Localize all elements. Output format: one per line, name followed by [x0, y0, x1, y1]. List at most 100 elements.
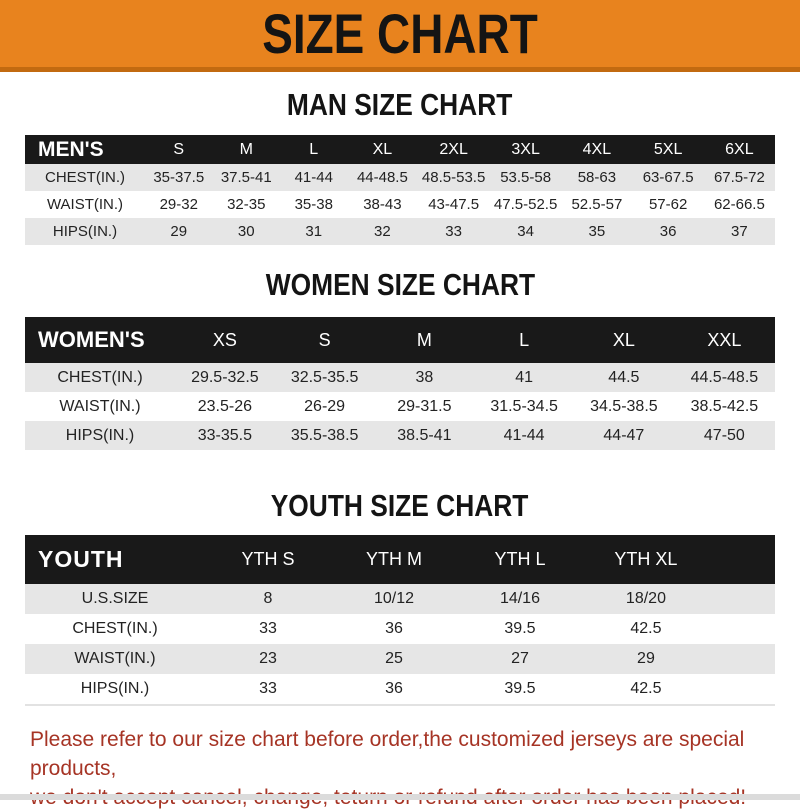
table-cell: 29: [637, 650, 655, 667]
table-cell: 62-66.5: [713, 196, 765, 213]
table-cell: 26-29: [304, 397, 346, 415]
table-cell: 29: [170, 223, 188, 240]
table-cell: 41: [515, 368, 534, 386]
filler-cell: [709, 614, 775, 644]
column-header: XL: [347, 135, 418, 164]
table-cell: 37: [731, 223, 748, 240]
table-cell: 42.5: [630, 620, 662, 637]
column-header: L: [474, 317, 574, 363]
table-row: WAIST(IN.) 29-32 32-35 35-38 38-43 43-47.5 47.…: [25, 191, 775, 218]
table-cell: 14/16: [499, 590, 540, 607]
row-label: WAIST(IN.): [46, 196, 124, 213]
table-cell: 31: [305, 223, 323, 240]
table-cell: 33-35.5: [197, 426, 252, 444]
table-row: U.S.SIZE 8 10/12 14/16 18/20: [25, 584, 775, 614]
table-cell: 53.5-58: [500, 169, 552, 186]
women-section-heading-text: WOMEN SIZE CHART: [265, 267, 535, 302]
table-cell: 32: [374, 223, 391, 240]
filler-cell: [709, 644, 775, 674]
table-cell: 35.5-38.5: [290, 426, 359, 444]
women-section-heading: WOMEN SIZE CHART: [0, 269, 800, 300]
table-cell: 39.5: [504, 620, 536, 637]
column-header: 3XL: [490, 135, 562, 164]
column-header: M: [374, 317, 475, 363]
table-cell: 38-43: [363, 196, 402, 213]
column-header: YTH XL: [582, 535, 709, 584]
table-cell: 36: [330, 674, 457, 706]
man-section-heading: MAN SIZE CHART: [0, 89, 800, 120]
row-label: HIPS(IN.): [25, 674, 205, 706]
table-cell: 57-62: [648, 196, 688, 213]
table-header-row: YOUTH YTH S YTH M YTH L YTH XL: [25, 535, 775, 584]
table-cell: 63-67.5: [642, 169, 694, 186]
row-label: CHEST(IN.): [45, 169, 125, 186]
column-header: 2XL: [417, 135, 490, 164]
table-cell: 10/12: [373, 590, 414, 607]
women-size-table: WOMEN'S XS S M L XL XXL CHEST(IN.) 29.5-32.5 32.…: [25, 317, 775, 450]
column-header: YTH M: [330, 535, 457, 584]
table-cell: 36: [659, 223, 677, 240]
table-cell: 33: [445, 223, 462, 240]
table-row: WAIST(IN.) 23 25 27 29: [25, 644, 775, 674]
table-cell: 25: [385, 650, 403, 667]
bottom-edge-strip: [0, 794, 800, 800]
table-corner-label: MEN'S: [25, 135, 145, 164]
row-label: U.S.SIZE: [81, 590, 149, 607]
table-cell: 30: [237, 223, 255, 240]
column-header: M: [212, 135, 280, 164]
table-row: HIPS(IN.) 29 30 31 32 33 34 35 36 37: [25, 218, 775, 245]
header-filler-cell: [708, 535, 775, 584]
page-title: SIZE CHART: [262, 1, 538, 65]
table-cell: 43-47.5: [428, 196, 480, 213]
size-chart-banner: SIZE CHART: [0, 0, 800, 72]
table-cell: 33: [259, 620, 277, 637]
table-cell: 39.5: [456, 674, 583, 706]
table-cell: 23: [259, 650, 277, 667]
table-row: CHEST(IN.) 35-37.5 37.5-41 41-44 44-48.5 48.5…: [25, 164, 775, 191]
column-header: XXL: [673, 317, 775, 363]
table-cell: 47.5-52.5: [493, 196, 558, 213]
table-corner-label: WOMEN'S: [25, 317, 175, 363]
table-cell: 58-63: [577, 169, 617, 186]
table-row: HIPS(IN.) 33-35.5 35.5-38.5 38.5-41 41-44 44-…: [25, 421, 775, 450]
youth-section-heading: YOUTH SIZE CHART: [0, 490, 800, 521]
table-row: CHEST(IN.) 33 36 39.5 42.5: [25, 614, 775, 644]
row-label: HIPS(IN.): [52, 223, 118, 240]
youth-section-heading-text: YOUTH SIZE CHART: [271, 488, 529, 523]
table-cell: 29-31.5: [397, 397, 452, 415]
youth-size-table: YOUTH YTH S YTH M YTH L YTH XL U.S.SIZE 8 10/1…: [25, 535, 775, 706]
filler-cell: [709, 584, 775, 614]
table-cell: 35-37.5: [153, 169, 205, 186]
table-cell: 44.5: [608, 368, 640, 386]
table-cell: 67.5-72: [713, 169, 765, 186]
table-cell: 41-44: [503, 426, 545, 444]
column-header: S: [274, 317, 375, 363]
table-cell: 23.5-26: [197, 397, 252, 415]
table-cell: 38: [415, 368, 434, 386]
table-row: CHEST(IN.) 29.5-32.5 32.5-35.5 38 41 44.5 44.5…: [25, 363, 775, 392]
table-cell: 38.5-41: [397, 426, 452, 444]
table-row: HIPS(IN.) 33 36 39.5 42.5: [25, 674, 775, 706]
table-cell: 35-38: [294, 196, 333, 213]
table-cell: 44-47: [603, 426, 645, 444]
row-label: CHEST(IN.): [57, 368, 143, 386]
row-label: WAIST(IN.): [74, 650, 156, 667]
table-cell: 35: [588, 223, 606, 240]
table-cell: 42.5: [582, 674, 709, 706]
column-header: YTH L: [456, 535, 583, 584]
column-header: XL: [574, 317, 674, 363]
table-cell: 47-50: [703, 426, 745, 444]
order-disclaimer-line1: Please refer to our size chart before or…: [30, 728, 745, 780]
table-cell: 52.5-57: [571, 196, 623, 213]
table-row: WAIST(IN.) 23.5-26 26-29 29-31.5 31.5-34.5 34…: [25, 392, 775, 421]
table-header-row: MEN'S S M L XL 2XL 3XL 4XL 5XL 6XL: [25, 135, 775, 164]
table-cell: 31.5-34.5: [490, 397, 558, 415]
filler-cell: [708, 674, 775, 706]
table-header-row: WOMEN'S XS S M L XL XXL: [25, 317, 775, 363]
column-header: YTH S: [205, 535, 331, 584]
table-cell: 41-44: [294, 169, 333, 186]
column-header: S: [145, 135, 213, 164]
table-cell: 29-32: [159, 196, 198, 213]
table-cell: 32.5-35.5: [290, 368, 359, 386]
column-header: 5XL: [632, 135, 704, 164]
